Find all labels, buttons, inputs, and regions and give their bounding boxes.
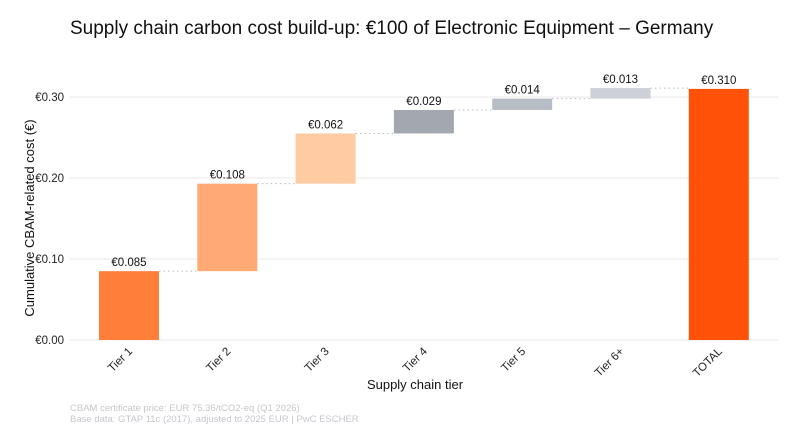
data-label: €0.062 [308,119,343,131]
y-tick-label: €0.30 [35,92,64,104]
bar [590,88,651,99]
y-tick-label: €0.10 [35,254,64,266]
data-label: €0.014 [505,85,541,97]
bar [393,109,454,134]
footnote-source: Base data: GTAP 11c (2017), adjusted to … [70,414,359,425]
x-tick-label: Tier 4 [401,345,430,374]
y-axis-label: Cumulative CBAM-related cost (€) [22,119,37,316]
bar [99,271,159,340]
footnote: CBAM certificate price: EUR 75.36/tCO2-e… [70,403,359,425]
x-tick-label: Tier 6+ [593,345,627,379]
chart-title: Supply chain carbon cost build-up: €100 … [70,18,714,39]
data-label: €0.310 [701,75,736,87]
x-tick-label: TOTAL [691,345,725,379]
bar [295,133,356,184]
x-tick-label: Tier 3 [303,346,332,375]
footnote-price: CBAM certificate price: EUR 75.36/tCO2-e… [70,403,300,414]
x-tick-label: Tier 1 [106,346,135,375]
bar [492,98,553,110]
x-axis-label: Supply chain tier [367,377,464,392]
y-tick-label: €0.20 [35,173,64,185]
bar [688,88,749,341]
data-label: €0.085 [111,257,146,269]
y-tick-label: €0.00 [35,335,64,347]
x-tick-label: Tier 2 [204,346,233,375]
bar [197,183,258,272]
data-label: €0.013 [603,74,638,86]
data-label: €0.108 [210,170,245,182]
data-label: €0.029 [406,96,441,108]
x-tick-label: Tier 5 [499,346,528,375]
